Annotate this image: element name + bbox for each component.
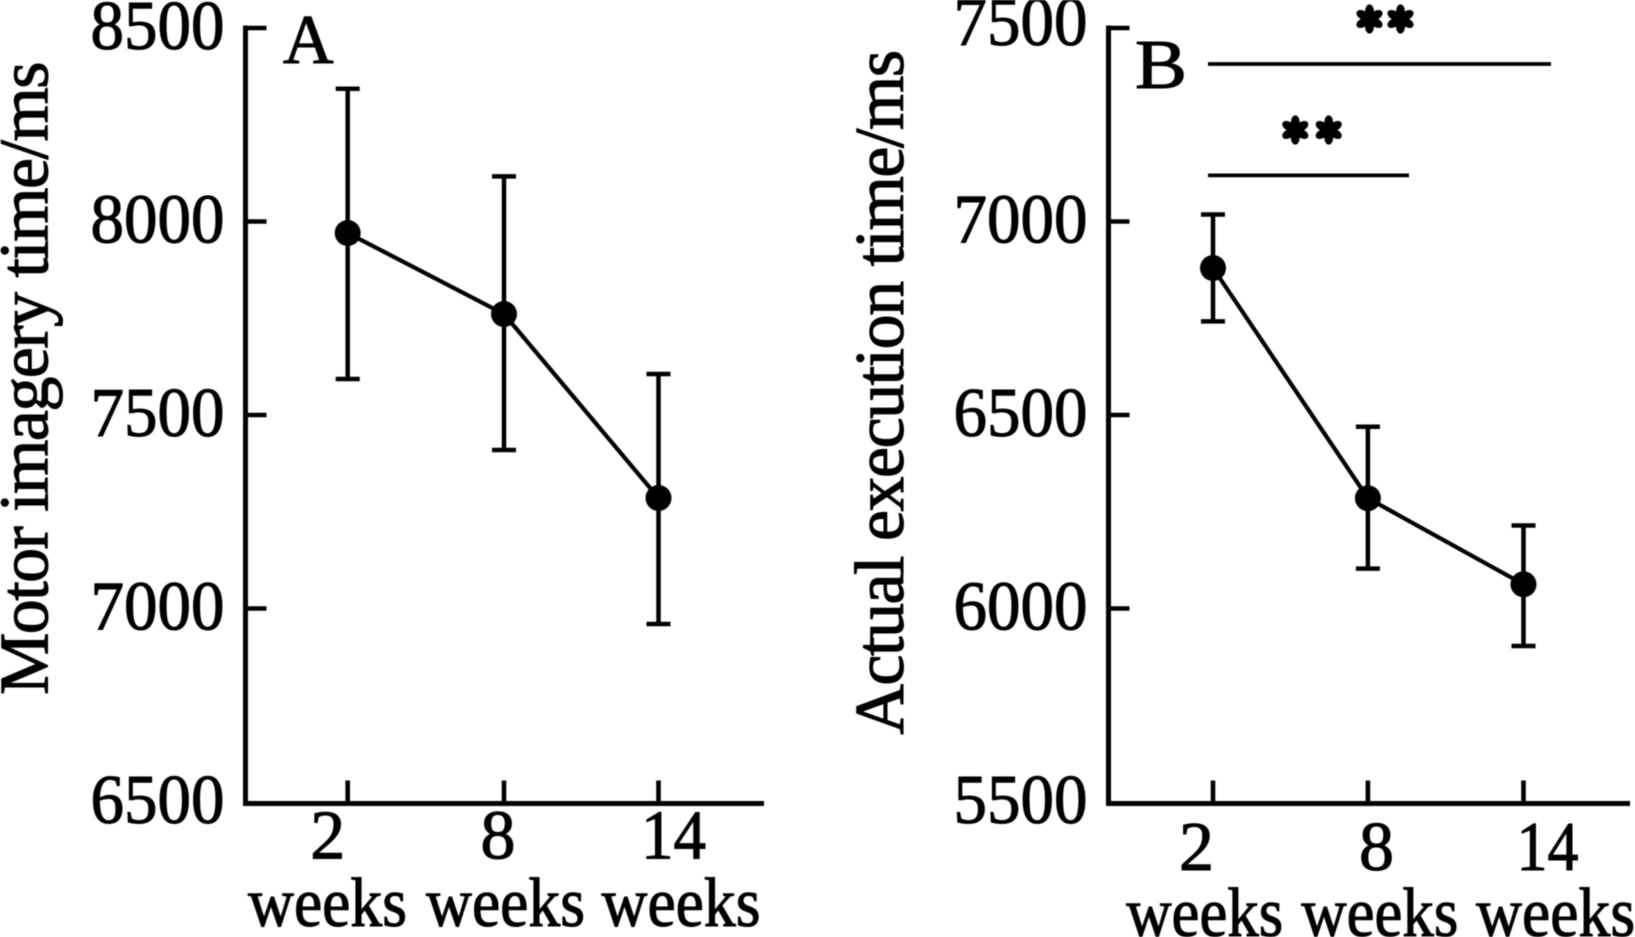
svg-text:8: 8 — [481, 798, 516, 875]
svg-text:5500: 5500 — [954, 762, 1088, 839]
svg-text:14: 14 — [1517, 809, 1579, 886]
svg-text:8: 8 — [1359, 809, 1394, 886]
svg-text:8500: 8500 — [91, 0, 225, 65]
svg-text:Actual execution time/ms: Actual execution time/ms — [842, 51, 919, 734]
svg-text:7500: 7500 — [91, 375, 225, 452]
svg-text:7000: 7000 — [954, 182, 1088, 259]
svg-text:weeks: weeks — [248, 865, 407, 937]
svg-text:2: 2 — [1179, 809, 1214, 886]
svg-text:weeks: weeks — [602, 865, 761, 937]
svg-text:Motor imagery time/ms: Motor imagery time/ms — [0, 63, 64, 695]
svg-text:A: A — [283, 2, 334, 79]
svg-text:8000: 8000 — [91, 182, 225, 259]
svg-text:6500: 6500 — [954, 375, 1088, 452]
svg-text:weeks: weeks — [1476, 875, 1635, 937]
svg-text:7500: 7500 — [954, 0, 1088, 61]
svg-text:weeks: weeks — [426, 865, 585, 937]
svg-text:6500: 6500 — [91, 762, 225, 839]
svg-text:B: B — [1135, 27, 1187, 104]
svg-text:7000: 7000 — [91, 569, 225, 646]
svg-text:weeks: weeks — [1301, 875, 1458, 937]
svg-text:6000: 6000 — [954, 569, 1088, 646]
svg-text:2: 2 — [310, 798, 345, 875]
svg-text:weeks: weeks — [1126, 875, 1283, 937]
svg-text:14: 14 — [641, 798, 706, 875]
